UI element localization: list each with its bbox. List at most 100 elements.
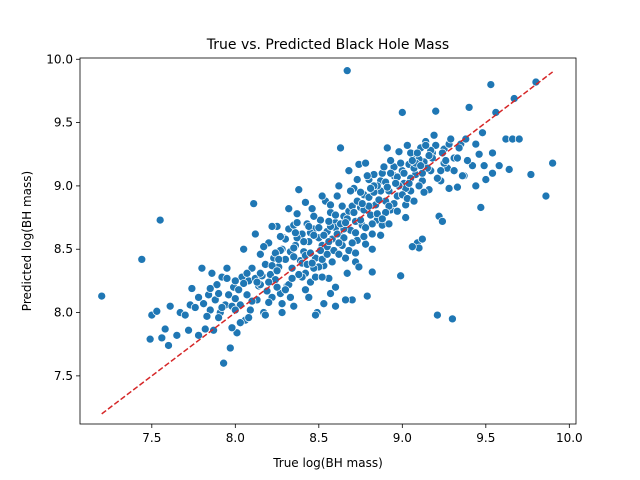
- scatter-point: [319, 230, 329, 240]
- scatter-point: [225, 343, 235, 353]
- scatter-point: [384, 219, 394, 229]
- scatter-point: [194, 293, 203, 302]
- scatter-point: [478, 128, 487, 138]
- scatter-point: [157, 333, 167, 343]
- scatter-point: [267, 222, 277, 231]
- scatter-point: [453, 182, 462, 192]
- scatter-point: [289, 301, 299, 311]
- scatter-point: [399, 168, 409, 178]
- scatter-point: [431, 106, 441, 116]
- x-tick-label: 9.5: [476, 431, 495, 445]
- scatter-point: [319, 299, 329, 309]
- scatter-point: [261, 310, 270, 320]
- scatter-point: [137, 255, 147, 264]
- scatter-point: [379, 162, 389, 172]
- scatter-point: [541, 191, 551, 201]
- scatter-point: [414, 181, 424, 191]
- scatter-point: [307, 204, 317, 214]
- scatter-point: [392, 206, 402, 216]
- scatter-point: [292, 218, 302, 227]
- y-tick-label: 8.5: [54, 242, 73, 256]
- scatter-point: [289, 243, 299, 253]
- y-tick-label: 9.5: [54, 116, 73, 130]
- scatter-point: [252, 277, 262, 287]
- scatter-point: [294, 185, 304, 195]
- x-tick-label: 8.5: [309, 431, 328, 445]
- scatter-point: [367, 267, 377, 277]
- scatter-point: [277, 308, 287, 317]
- scatter-point: [314, 223, 324, 233]
- scatter-point: [362, 291, 372, 301]
- scatter-point: [397, 108, 407, 117]
- scatter-point: [306, 248, 315, 258]
- x-tick-label: 8.0: [226, 431, 245, 445]
- scatter-point: [304, 222, 314, 231]
- scatter-point: [436, 166, 446, 176]
- y-axis-ticks: 7.5 8.0 8.5 9.0 9.5 10.0: [46, 52, 80, 383]
- scatter-point: [349, 208, 359, 217]
- scatter-point: [331, 282, 340, 292]
- scatter-point: [438, 148, 447, 158]
- scatter-point: [334, 181, 344, 191]
- scatter-point: [199, 299, 208, 309]
- scatter-point: [222, 263, 232, 273]
- scatter-point: [272, 266, 282, 276]
- y-tick-label: 10.0: [46, 52, 73, 66]
- scatter-point: [304, 293, 314, 302]
- scatter-point: [486, 80, 496, 89]
- scatter-point: [292, 209, 302, 219]
- scatter-point: [341, 253, 350, 263]
- scatter-point: [382, 182, 392, 192]
- scatter-point: [155, 215, 165, 225]
- scatter-point: [418, 234, 427, 244]
- scatter-point: [474, 149, 484, 159]
- scatter-point: [239, 279, 249, 288]
- scatter-point: [444, 184, 454, 193]
- scatter-point: [354, 262, 364, 272]
- scatter-point: [301, 198, 310, 207]
- scatter-point: [242, 290, 252, 300]
- scatter-point: [214, 313, 223, 322]
- scatter-point: [332, 191, 342, 201]
- scatter-point: [407, 156, 417, 165]
- scatter-point: [424, 151, 434, 160]
- scatter-point: [219, 358, 228, 368]
- scatter-point: [374, 195, 384, 205]
- scatter-point: [421, 141, 431, 150]
- scatter-point: [331, 210, 340, 220]
- scatter-point: [235, 318, 245, 328]
- scatter-point: [309, 211, 319, 221]
- scatter-point: [294, 270, 304, 279]
- scatter-point: [471, 181, 481, 191]
- scatter-point: [413, 148, 422, 158]
- scatter-point: [200, 324, 210, 334]
- scatter-point: [351, 248, 360, 258]
- scatter-point: [245, 305, 255, 315]
- scatter-point: [264, 298, 274, 307]
- plot-frame: [79, 57, 577, 425]
- scatter-point: [230, 305, 240, 315]
- scatter-point: [277, 299, 287, 309]
- scatter-point: [172, 331, 182, 340]
- scatter-point: [416, 161, 426, 170]
- scatter-point: [336, 143, 345, 153]
- scatter-point: [464, 103, 474, 112]
- scatter-point: [205, 284, 215, 293]
- y-tick-label: 7.5: [54, 369, 73, 383]
- scatter-point: [471, 139, 481, 149]
- scatter-point: [367, 219, 377, 229]
- y-tick-label: 8.0: [54, 306, 73, 320]
- scatter-point: [391, 179, 400, 188]
- scatter-point: [488, 148, 497, 158]
- scatter-point: [259, 242, 269, 252]
- scatter-point: [504, 165, 514, 174]
- scatter-point: [284, 204, 294, 214]
- scatter-point: [342, 268, 352, 278]
- scatter-point: [311, 310, 320, 320]
- scatter-point: [429, 130, 439, 140]
- scatter-point: [331, 301, 340, 311]
- scatter-point: [286, 293, 295, 302]
- x-tick-label: 9.0: [393, 431, 412, 445]
- scatter-point: [352, 175, 362, 184]
- scatter-point: [234, 285, 243, 295]
